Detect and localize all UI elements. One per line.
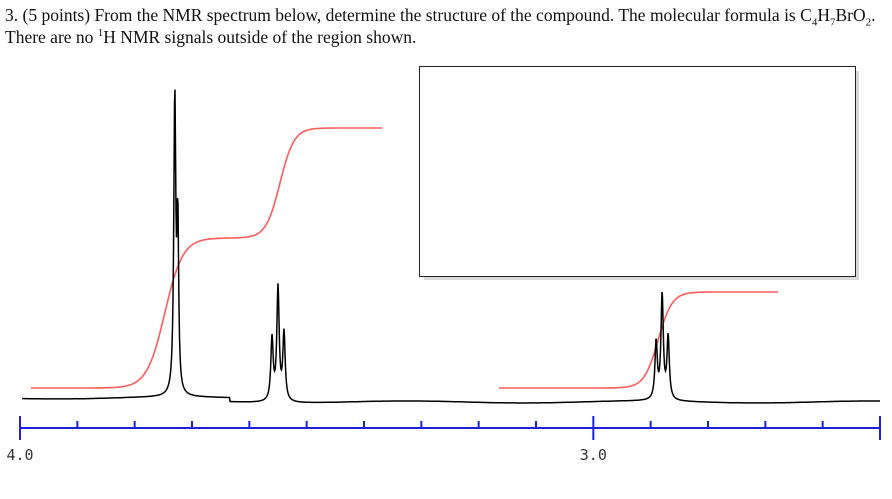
integral-curves	[31, 127, 778, 389]
integral-curve-2	[499, 291, 778, 389]
molecular-formula: C4H7BrO2	[800, 5, 872, 29]
question-prompt-c: H NMR signals outside of the region show…	[103, 27, 417, 47]
question-prompt-b: . There are no	[5, 5, 876, 47]
integral-curve-1	[31, 127, 382, 389]
question-number: 3.	[5, 5, 19, 25]
axis-ticks	[19, 416, 881, 440]
question-points: (5 points)	[22, 5, 91, 25]
answer-box[interactable]	[419, 66, 856, 277]
tick-label: 4.0	[6, 446, 33, 464]
spectrum-path	[22, 89, 880, 404]
tick-label: 3.0	[580, 446, 607, 464]
axis-tick-labels: 4.0 3.0	[6, 446, 606, 464]
nucleus-mass: 1	[97, 27, 104, 40]
question-text: 3. (5 points) From the NMR spectrum belo…	[5, 4, 887, 48]
spectrum-trace	[22, 89, 880, 404]
question-prompt: From the NMR spectrum below, determine t…	[94, 5, 796, 25]
